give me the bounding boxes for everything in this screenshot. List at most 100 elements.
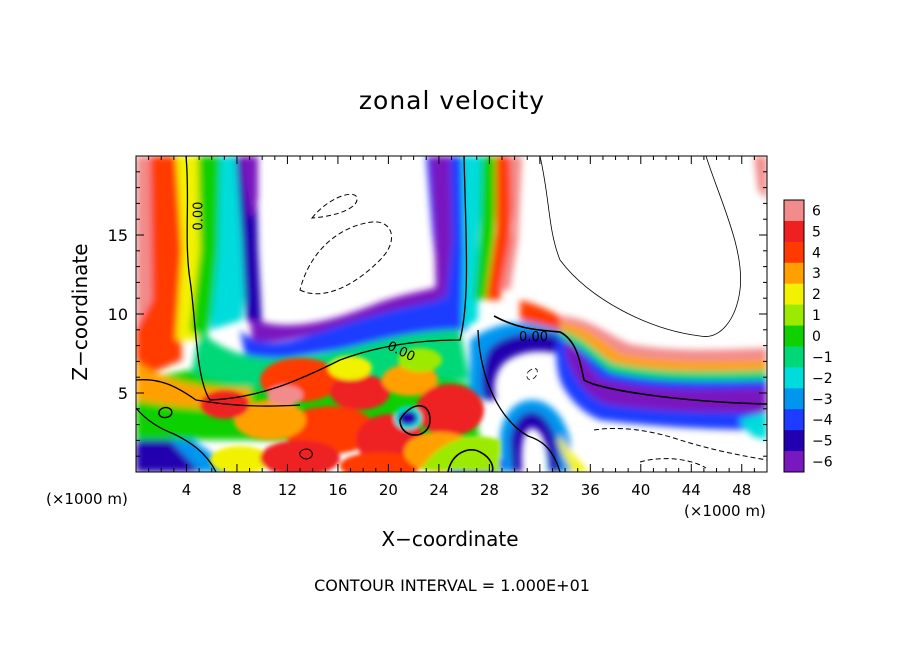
field-region <box>754 156 767 200</box>
colorbar-swatch <box>784 220 804 243</box>
field-region <box>738 412 767 440</box>
colorbar-swatch <box>784 367 804 389</box>
x-axis-label: X−coordinate <box>381 527 519 551</box>
contour-line <box>310 193 358 219</box>
contour-line <box>136 407 217 472</box>
field-region <box>558 436 590 472</box>
field-blob <box>416 384 484 436</box>
velocity-field <box>136 156 767 472</box>
colorbar-label: 0 <box>812 329 821 345</box>
contour-line <box>299 448 313 460</box>
colorbar-swatch <box>784 325 804 347</box>
field-blob <box>234 400 306 440</box>
contour-line <box>299 221 392 295</box>
field-blob <box>382 364 438 396</box>
contour-line <box>593 428 767 461</box>
y-tick-label: 10 <box>108 305 128 324</box>
x-tick-label: 40 <box>631 481 650 499</box>
field-region <box>136 156 152 330</box>
colorbar-label: −1 <box>812 350 833 366</box>
field-region <box>560 316 767 362</box>
x-unit-left: (×1000 m) <box>46 490 128 508</box>
colorbar: 6 5 4 3 2 1 0 −1 −2 −3 −4 −5 −6 <box>783 199 833 473</box>
x-tick-label: 24 <box>429 481 448 499</box>
x-tick-label: 32 <box>530 481 549 499</box>
contour-line <box>539 156 742 337</box>
field-region <box>486 156 514 300</box>
field-detail-layer <box>201 348 504 472</box>
field-region <box>250 286 440 343</box>
x-tick-label: 36 <box>581 481 600 499</box>
colorbar-frame <box>783 199 805 473</box>
x-tick-label: 4 <box>182 481 192 499</box>
colorbar-label: 2 <box>812 287 821 303</box>
field-region <box>474 156 500 300</box>
x-axis: 4 8 12 16 20 24 28 32 36 40 44 48 <box>148 156 755 499</box>
x-tick-label: 16 <box>328 481 347 499</box>
contour-line <box>447 448 494 472</box>
x-tick-label: 12 <box>278 481 297 499</box>
contour-line <box>477 329 561 472</box>
colorbar-swatch <box>784 283 804 306</box>
x-tick-label: 28 <box>480 481 499 499</box>
colorbar-label: 6 <box>812 203 821 219</box>
field-blob <box>267 385 303 405</box>
colorbar-label: 1 <box>812 308 821 324</box>
x-tick-label: 20 <box>379 481 398 499</box>
x-tick-label: 8 <box>232 481 242 499</box>
colorbar-swatch <box>784 388 804 410</box>
y-axis-label: Z−coordinate <box>68 243 92 381</box>
colorbar-label: 5 <box>812 224 821 240</box>
field-region <box>482 333 568 400</box>
colorbar-swatch <box>784 451 804 473</box>
field-region <box>510 412 560 472</box>
contour-line <box>639 458 707 469</box>
colorbar-swatch <box>784 346 804 368</box>
contour-interval-note: CONTOUR INTERVAL = 1.000E+01 <box>314 576 590 595</box>
field-region <box>560 330 767 382</box>
colorbar-label: −3 <box>812 392 833 408</box>
field-region <box>462 156 486 330</box>
contour-line <box>158 406 173 419</box>
y-tick-label: 5 <box>118 384 128 403</box>
field-region <box>520 300 560 330</box>
colorbar-label: 3 <box>812 266 821 282</box>
colorbar-swatch <box>784 409 804 431</box>
colorbar-label: −5 <box>812 434 833 450</box>
contour-label: 0.00 <box>519 330 548 345</box>
field-region <box>240 156 258 220</box>
field-blob <box>201 391 249 419</box>
contour-line <box>493 315 767 405</box>
field-blob <box>330 374 390 410</box>
field-region <box>500 156 522 290</box>
contour-line <box>136 379 301 407</box>
colorbar-label: −2 <box>812 371 833 387</box>
field-blob <box>398 348 442 372</box>
colorbar-label: −4 <box>812 413 833 429</box>
y-axis: 5 10 15 <box>108 171 767 457</box>
chart-title: zonal velocity <box>358 86 546 115</box>
x-unit-right: (×1000 m) <box>684 502 766 520</box>
contour-line <box>185 156 468 401</box>
contour-label: 0.00 <box>192 202 207 231</box>
field-region <box>565 340 767 413</box>
y-tick-label: 15 <box>108 226 128 245</box>
field-region <box>560 322 767 372</box>
contour-line <box>399 404 431 436</box>
field-region <box>430 156 452 300</box>
field-blob <box>340 452 420 472</box>
colorbar-swatch <box>784 241 804 264</box>
field-blob <box>210 446 270 472</box>
field-region <box>190 156 226 340</box>
x-tick-label: 48 <box>732 481 751 499</box>
contour-line <box>526 368 538 380</box>
field-blob <box>328 356 372 380</box>
colorbar-swatch <box>784 304 804 327</box>
colorbar-swatch <box>784 430 804 452</box>
x-tick-label: 44 <box>682 481 701 499</box>
colorbar-swatch <box>784 200 804 222</box>
colorbar-label: −6 <box>812 455 833 471</box>
colorbar-swatch <box>784 262 804 285</box>
